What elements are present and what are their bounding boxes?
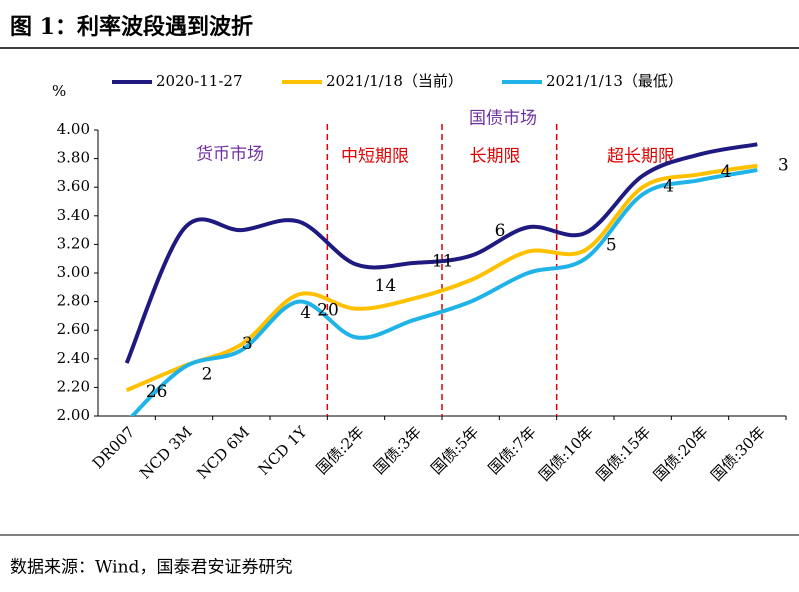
x-tick-label: 国债:5年 [427,423,482,478]
y-tick-label: 2.80 [57,292,90,310]
point-label: 14 [375,276,397,296]
point-label: 20 [317,300,339,320]
point-label: 3 [242,334,253,354]
x-tick-label: 国债:7年 [485,423,540,478]
y-tick-label: 2.20 [57,377,90,395]
y-tick-label: 3.20 [57,234,90,252]
x-tick-label: 国债:3年 [370,423,425,478]
x-tick-label: 国债:10年 [535,423,597,485]
source: 数据来源：Wind，国泰君安证券研究 [10,558,292,578]
y-tick-label: 2.40 [57,349,90,367]
point-label: 4 [721,162,732,182]
x-tick-label: NCD 3M [136,423,196,483]
y-tick-label: 4.00 [57,120,90,138]
region-label: 货币市场 [196,145,264,165]
chart-title: 图 1：利率波段遇到波折 [10,14,253,40]
x-tick-label: 国债:30年 [707,423,769,485]
region-label: 超长期限 [607,147,675,167]
x-tick-label: NCD 6M [193,423,253,483]
y-tick-label: 3.80 [57,149,90,167]
point-label: 6 [495,221,506,241]
y-tick-label: 3.40 [57,206,90,224]
y-tick-label: 3.00 [57,263,90,281]
line-series [125,163,758,393]
line-series [124,142,758,364]
legend-label: 2021/1/18（当前） [326,72,463,90]
point-label: 11 [432,252,454,272]
region-label: 长期限 [470,147,521,167]
x-tick-label: NCD 1Y [255,422,312,479]
point-label: 5 [606,236,617,256]
region-label: 国债市场 [469,109,537,129]
point-label: 2 [202,364,213,384]
plot-area [124,142,758,416]
x-tick-label: 国债:15年 [593,423,655,485]
y-unit: % [52,82,66,100]
legend-label: 2020-11-27 [156,72,242,90]
point-label: 4 [300,303,311,323]
y-tick-label: 2.60 [57,320,90,338]
point-label: 3 [778,155,789,175]
x-tick-label: 国债:2年 [313,423,368,478]
x-tick-label: 国债:20年 [650,423,712,485]
point-label: 26 [146,382,168,402]
y-tick-label: 3.60 [57,177,90,195]
x-tick-label: DR007 [89,423,138,472]
region-label: 中短期限 [341,147,409,167]
y-tick-label: 2.00 [57,406,90,424]
line-series [129,168,758,416]
legend-label: 2021/1/13（最低） [546,72,683,90]
point-label: 4 [663,177,674,197]
